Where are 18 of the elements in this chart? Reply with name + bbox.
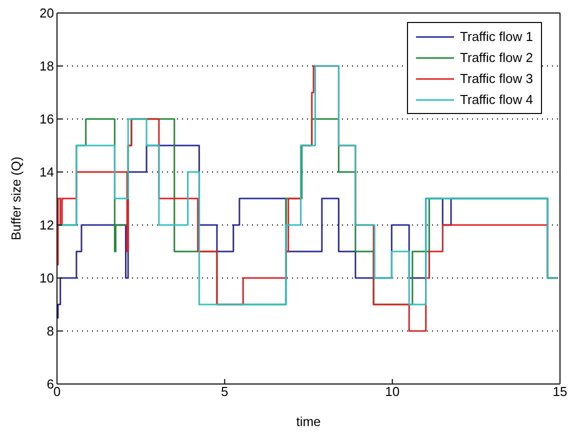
legend-label: Traffic flow 1 [460,28,533,46]
y-tick-label: 12 [40,218,54,233]
y-axis-title: Buffer size (Q) [8,156,24,240]
x-tick-label: 15 [552,384,568,400]
y-tick-label: 16 [40,112,54,127]
legend-label: Traffic flow 2 [460,49,533,67]
y-tick-label: 14 [40,164,54,180]
x-axis-title: time [296,414,321,429]
x-tick-label: 0 [53,384,61,400]
legend-label: Traffic flow 4 [460,91,533,109]
y-tick-label: 6 [46,376,54,392]
x-tick-label: 10 [385,384,400,400]
legend-label: Traffic flow 3 [460,70,533,88]
y-tick-label: 10 [40,270,54,286]
x-tick-label: 5 [221,384,228,400]
y-tick-label: 18 [40,58,54,74]
y-tick-label: 20 [40,6,54,21]
y-tick-label: 8 [46,324,54,339]
